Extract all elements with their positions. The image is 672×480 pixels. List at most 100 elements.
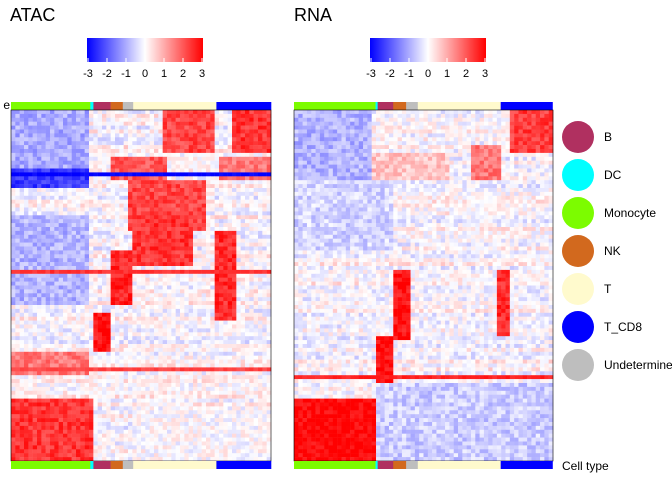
heatmap-cell [76,219,81,224]
heatmap-cell [102,351,107,356]
heatmap-cell [54,297,59,302]
heatmap-cell [45,316,51,321]
heatmap-cell [245,340,250,345]
heatmap-cell [132,414,137,419]
heatmap-cell [219,203,224,208]
heatmap-cell [67,156,72,161]
heatmap-cell [102,390,107,395]
heatmap-cell [54,238,59,243]
heatmap-cell [93,242,98,247]
heatmap-cell [41,418,46,423]
heatmap-cell [45,215,51,220]
heatmap-cell [266,215,272,220]
heatmap-cell [45,347,51,353]
heatmap-cell [80,336,85,341]
heatmap-cell [93,258,98,263]
heatmap-cell [110,305,116,310]
heatmap-cell [28,188,33,193]
heatmap-cell [41,199,46,204]
heatmap-cell [223,129,228,134]
heatmap-cell [223,227,228,232]
heatmap-cell [145,137,150,142]
heatmap-cell [175,301,181,306]
heatmap-cell [110,184,116,189]
heatmap-cell [128,308,133,314]
heatmap-cell [219,238,224,243]
heatmap-cell [262,324,267,329]
heatmap-cell [236,281,241,286]
heatmap-cell [154,172,159,177]
heatmap-cell [145,383,150,388]
heatmap-cell [50,141,55,146]
heatmap-cell [149,160,155,165]
heatmap-cell [115,410,120,415]
heatmap-cell [93,149,98,154]
heatmap-cell [28,336,33,341]
heatmap-cell [89,320,94,325]
heatmap-cell [262,328,267,333]
heatmap-cell [193,207,198,212]
heatmap-cell [240,176,246,181]
heatmap-cell [171,394,176,399]
heatmap-cell [41,172,46,177]
heatmap-cell [132,168,137,173]
heatmap-cell [106,219,111,224]
heatmap-cell [193,149,198,154]
heatmap-cell [24,203,29,208]
heatmap-cell [180,320,185,325]
heatmap-cell [63,312,68,317]
heatmap-cell [54,250,59,255]
heatmap-cell [232,230,237,236]
heatmap-cell [123,320,129,325]
heatmap-cell [24,422,29,427]
heatmap-cell [245,371,250,376]
heatmap-cell [201,152,207,158]
heatmap-cell [266,188,272,193]
heatmap-cell [258,414,263,419]
heatmap-cell [37,230,42,236]
heatmap-cell [201,293,207,298]
heatmap-cell [24,410,29,415]
heatmap-cell [240,141,246,146]
heatmap-cell [180,266,185,271]
heatmap-cells-atac [11,110,272,462]
heatmap-cell [253,133,259,138]
heatmap-cell [89,203,94,208]
heatmap-cell [141,164,146,169]
heatmap-cell [110,394,116,399]
heatmap-cell [201,375,207,380]
heatmap-cell [123,363,129,368]
heatmap-cell [232,125,237,130]
heatmap-cell [219,117,224,122]
heatmap-cell [219,145,224,150]
heatmap-cell [102,227,107,232]
heatmap-cell [201,394,207,399]
heatmap-cell [245,418,250,423]
heatmap-cell [145,164,150,169]
heatmap-cell [32,168,38,173]
heatmap-cell [97,429,103,434]
heatmap-cell [154,398,159,403]
heatmap-cell [223,238,228,243]
heatmap-cell [97,351,103,356]
heatmap-cell [245,246,250,251]
heatmap-cell [110,367,116,372]
heatmap-cell [19,254,25,259]
heatmap-cell [240,371,246,376]
heatmap-cell [71,227,77,232]
heatmap-cell [210,383,215,388]
heatmap-cell [37,238,42,243]
heatmap-cell [119,301,124,306]
heatmap-cell [67,324,72,329]
heatmap-cell [206,273,211,278]
heatmap-cell [54,164,59,169]
heatmap-cell [37,429,42,434]
heatmap-cell [145,336,150,341]
heatmap-cell [32,297,38,302]
heatmap-cell [219,324,224,329]
heatmap-cell [80,429,85,434]
heatmap-cell [167,308,172,314]
heatmap-cell [236,422,241,427]
heatmap-cell [24,347,29,353]
heatmap-cell [201,191,207,197]
